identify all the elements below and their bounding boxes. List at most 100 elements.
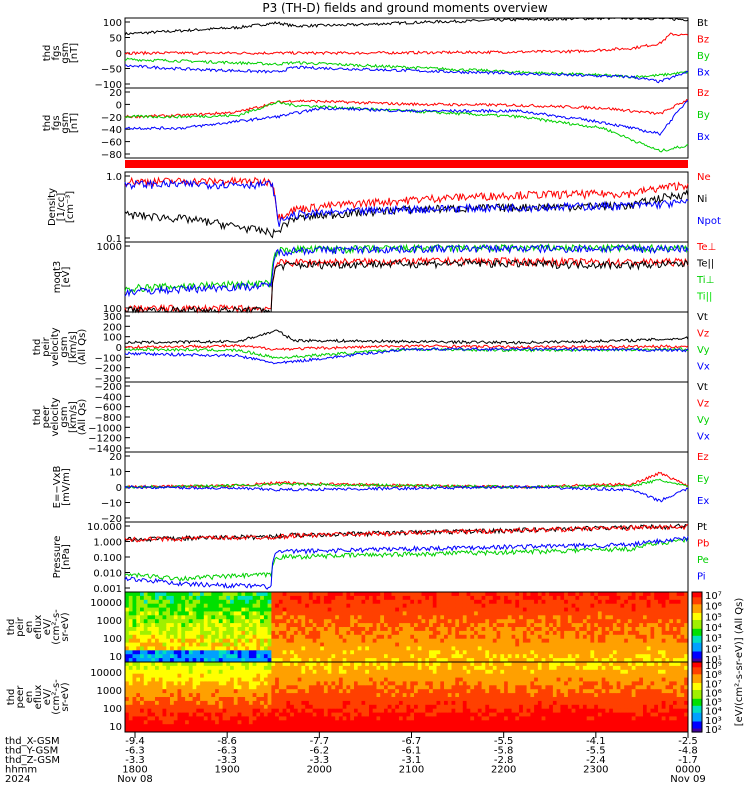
spectrogram-cell — [485, 716, 490, 721]
spectrogram-cell — [271, 599, 276, 605]
spectrogram-cell — [252, 630, 257, 636]
spectrogram-cell — [278, 607, 284, 612]
spectrogram-cell — [485, 619, 490, 624]
spectrogram-cell — [267, 595, 272, 601]
spectrogram-cell — [263, 627, 269, 632]
spectrogram-cell — [650, 611, 655, 616]
spectrogram-cell — [515, 716, 520, 721]
spectrogram-cell — [237, 708, 242, 714]
spectrogram-cell — [338, 708, 344, 714]
spectrogram-cell — [432, 665, 438, 671]
spectrogram-cell — [173, 708, 179, 714]
spectrogram-cell — [425, 615, 430, 620]
spectrogram-cell — [481, 646, 486, 651]
spectrogram-cell — [177, 592, 182, 597]
spectrogram-cell — [635, 603, 640, 609]
spectrogram-cell — [170, 669, 175, 675]
spectrogram-cell — [496, 677, 501, 682]
spectrogram-cell — [676, 611, 681, 616]
spectrogram-cell — [301, 685, 306, 690]
spectrogram-cell — [470, 685, 475, 690]
spectrogram-cell — [451, 681, 456, 686]
spectrogram-cell — [222, 712, 227, 717]
spectrogram-cell — [537, 607, 543, 612]
spectrogram-cell — [376, 677, 381, 682]
spectrogram-cell — [594, 638, 599, 644]
spectrogram-cell — [447, 599, 453, 605]
spectrogram-cell — [132, 603, 137, 609]
spectrogram-cell — [143, 615, 149, 620]
spectrogram-cell — [459, 724, 464, 729]
spectrogram-cell — [125, 724, 130, 729]
spectrogram-cell — [263, 665, 269, 671]
legend-entry: Vy — [697, 345, 710, 356]
spectrogram-cell — [263, 689, 269, 694]
spectrogram-cell — [327, 592, 332, 597]
spectrogram-cell — [676, 595, 681, 601]
spectrogram-cell — [211, 654, 216, 659]
spectrogram-cell — [624, 630, 629, 636]
spectrogram-cell — [669, 603, 674, 609]
spectrogram-cell — [537, 712, 543, 717]
spectrogram-cell — [248, 712, 254, 717]
spectrogram-cell — [335, 728, 340, 733]
spectrogram-cell — [384, 700, 389, 706]
spectrogram-cell — [594, 599, 599, 605]
spectrogram-cell — [665, 638, 670, 644]
spectrogram-cell — [230, 615, 235, 620]
spectrogram-cell — [128, 627, 134, 632]
spectrogram-cell — [132, 634, 137, 640]
spectrogram-cell — [125, 634, 130, 640]
spectrogram-cell — [185, 623, 190, 628]
spectrogram-cell — [459, 607, 464, 612]
spectrogram-cell — [245, 685, 250, 690]
y-tick-label: −60 — [101, 138, 122, 149]
spectrogram-cell — [260, 716, 265, 721]
spectrogram-cell — [414, 615, 419, 620]
spectrogram-cell — [369, 611, 374, 616]
spectrogram-cell — [477, 627, 483, 632]
spectrogram-cell — [567, 607, 573, 612]
spectrogram-cell — [331, 716, 336, 721]
spectrogram-cell — [215, 630, 220, 636]
spectrogram-cell — [414, 693, 419, 698]
spectrogram-cell — [290, 720, 295, 725]
spectrogram-cell — [271, 681, 276, 686]
spectrogram-cell — [200, 627, 205, 632]
spectrogram-cell — [594, 603, 599, 609]
spectrogram-cell — [335, 693, 340, 698]
spectrogram-cell — [654, 654, 659, 659]
spectrogram-cell — [646, 615, 651, 620]
spectrogram-cell — [436, 708, 441, 714]
spectrogram-cell — [504, 638, 509, 644]
spectrogram-cell — [530, 700, 535, 706]
spectrogram-cell — [271, 592, 276, 597]
spectrogram-cell — [440, 638, 445, 644]
spectrogram-cell — [515, 708, 520, 714]
spectrogram-cell — [215, 603, 220, 609]
spectrogram-cell — [335, 595, 340, 601]
spectrogram-cell — [466, 716, 471, 721]
spectrogram-cell — [586, 599, 591, 605]
spectrogram-cell — [402, 712, 407, 717]
spectrogram-cell — [462, 700, 468, 706]
spectrogram-cell — [188, 708, 194, 714]
spectrogram-cell — [459, 697, 464, 702]
spectrogram-cell — [237, 623, 242, 628]
spectrogram-cell — [312, 700, 317, 706]
spectrogram-cell — [391, 630, 396, 636]
spectrogram-cell — [338, 728, 344, 733]
spectrogram-cell — [466, 685, 471, 690]
spectrogram-cell — [293, 662, 299, 667]
spectrogram-cell — [170, 619, 175, 624]
spectrogram-cell — [395, 724, 400, 729]
spectrogram-cell — [406, 623, 411, 628]
spectrogram-cell — [658, 627, 663, 632]
spectrogram-cell — [263, 716, 269, 721]
spectrogram-cell — [560, 595, 565, 601]
spectrogram-cell — [361, 662, 366, 667]
spectrogram-cell — [350, 662, 355, 667]
spectrogram-cell — [305, 623, 310, 628]
spectrogram-cell — [556, 619, 561, 624]
spectrogram-cell — [248, 693, 254, 698]
